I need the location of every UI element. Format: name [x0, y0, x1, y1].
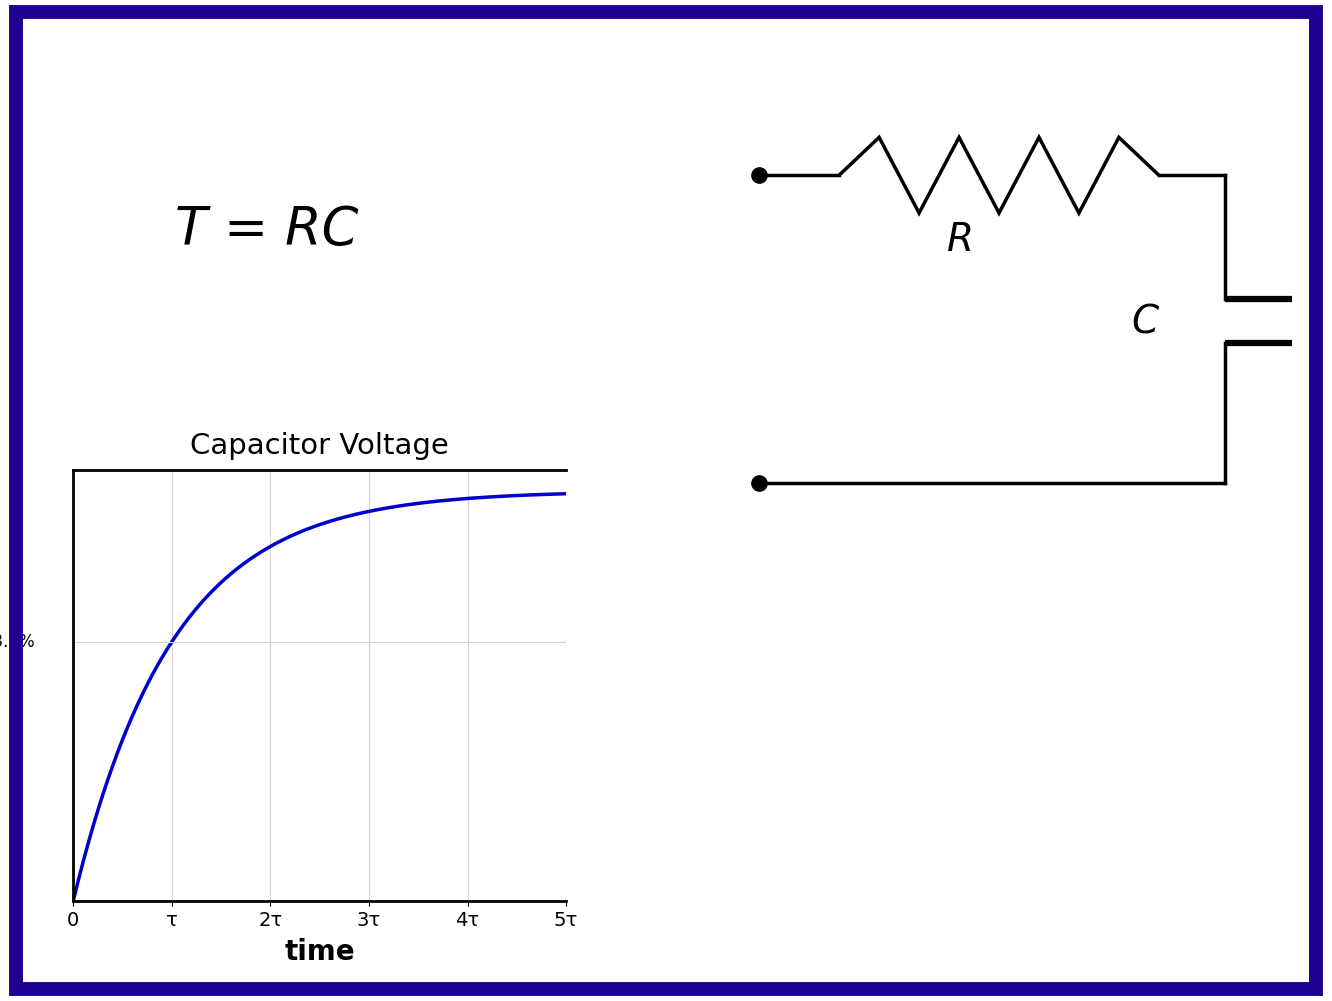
Text: $R$: $R$ [946, 221, 972, 259]
X-axis label: time: time [284, 938, 356, 966]
Text: T = RC: T = RC [174, 204, 358, 256]
Text: 63.2%: 63.2% [0, 633, 36, 651]
Title: Capacitor Voltage: Capacitor Voltage [190, 431, 449, 459]
Text: $C$: $C$ [1131, 302, 1160, 340]
